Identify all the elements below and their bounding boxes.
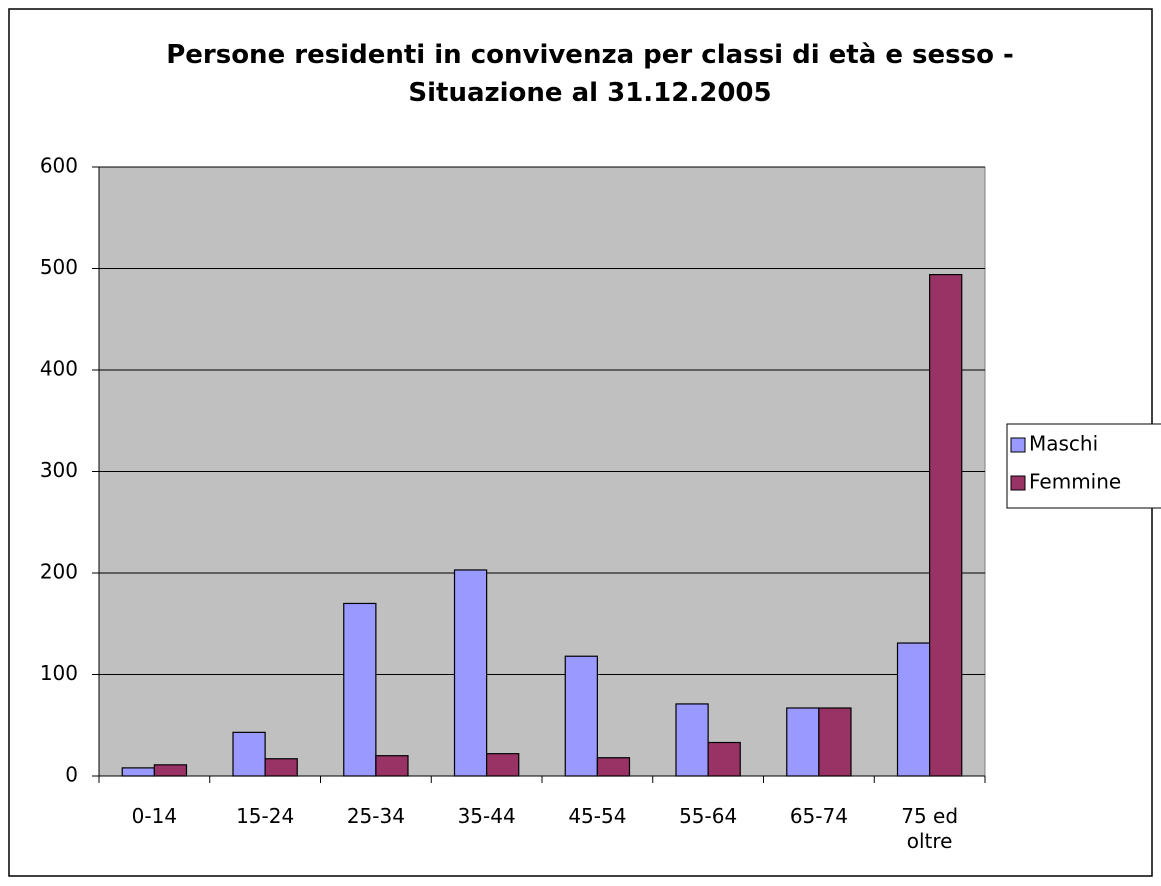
bar	[453, 569, 488, 777]
legend-swatch	[1010, 437, 1026, 453]
bar	[929, 273, 963, 777]
legend-label: Maschi	[1029, 432, 1098, 456]
y-tick-label: 600	[40, 154, 78, 178]
legend-swatch	[1010, 475, 1026, 491]
y-tick-label: 400	[40, 357, 78, 381]
bar	[707, 741, 741, 777]
bar	[818, 707, 852, 777]
x-tick-label: 15-24	[236, 804, 295, 828]
bar	[896, 642, 931, 777]
bar	[564, 655, 598, 777]
x-tick-label: 0-14	[131, 804, 178, 828]
bar	[343, 602, 377, 777]
x-tick-label: 45-54	[568, 804, 627, 828]
bar	[264, 758, 298, 777]
bar	[121, 767, 155, 777]
x-tick-label: 35-44	[457, 804, 516, 828]
bar	[675, 703, 709, 777]
y-tick-label: 300	[40, 458, 78, 482]
chart-title: Persone residenti in convivenza per clas…	[166, 40, 1014, 108]
bar	[153, 764, 188, 777]
legend-label: Femmine	[1029, 470, 1121, 494]
bar	[596, 757, 631, 777]
legend-box	[1006, 423, 1161, 509]
x-tick-label: 25-34	[346, 804, 405, 828]
bar	[232, 731, 266, 777]
y-tick-label: 100	[40, 661, 78, 685]
bar	[375, 755, 409, 777]
y-tick-label: 0	[65, 763, 78, 787]
x-tick-label: 55-64	[679, 804, 738, 828]
bar	[486, 753, 520, 777]
x-tick-label: 75 ed oltre	[901, 804, 959, 853]
y-tick-label: 500	[40, 255, 78, 279]
y-tick-label: 200	[40, 560, 78, 584]
x-tick-label: 65-74	[789, 804, 848, 828]
bar	[786, 707, 820, 777]
